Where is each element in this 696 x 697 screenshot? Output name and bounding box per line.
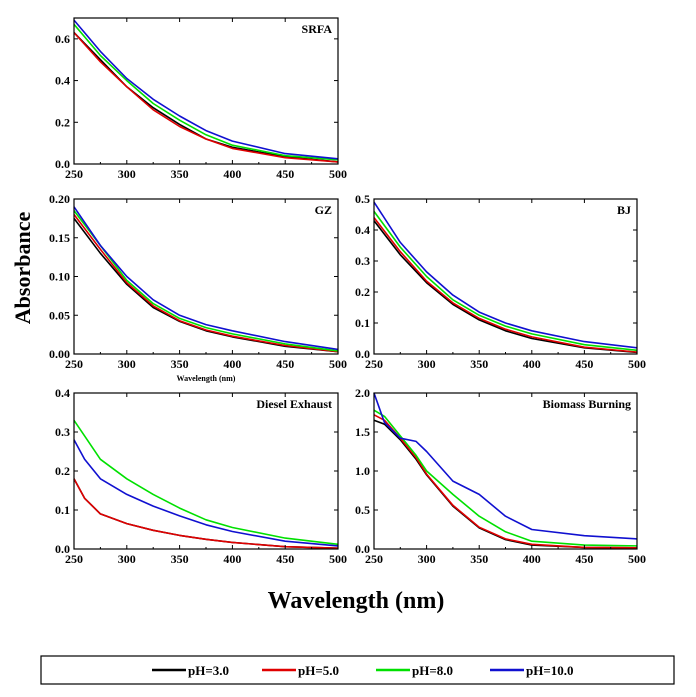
y-tick-label: 0.2 — [55, 115, 70, 129]
y-tick-label: 0.20 — [49, 192, 70, 206]
x-tick-label: 500 — [329, 552, 347, 566]
x-tick-label: 450 — [276, 167, 294, 181]
y-tick-label: 0.2 — [55, 464, 70, 478]
y-tick-label: 0.1 — [355, 316, 370, 330]
x-tick-label: 500 — [628, 552, 646, 566]
series-line-pH-5-0 — [73, 32, 339, 163]
panel-xlabel: Wavelength (nm) — [177, 374, 236, 383]
y-tick-label: 1.0 — [355, 464, 370, 478]
x-tick-label: 400 — [223, 357, 241, 371]
series-line-pH-10-0 — [373, 392, 638, 540]
x-tick-label: 400 — [223, 552, 241, 566]
x-tick-label: 350 — [470, 552, 488, 566]
series-line-pH-8-0 — [73, 210, 339, 352]
series-line-pH-8-0 — [373, 210, 638, 352]
x-tick-label: 450 — [276, 357, 294, 371]
y-tick-label: 0.5 — [355, 192, 370, 206]
x-tick-label: 350 — [470, 357, 488, 371]
x-tick-label: 250 — [365, 357, 383, 371]
y-tick-label: 0.4 — [55, 386, 70, 400]
y-tick-label: 0.0 — [55, 157, 70, 171]
y-tick-label: 0.1 — [55, 503, 70, 517]
x-tick-label: 350 — [171, 552, 189, 566]
y-tick-label: 1.5 — [355, 425, 370, 439]
x-tick-label: 500 — [329, 357, 347, 371]
panel-title: SRFA — [302, 22, 333, 36]
x-tick-label: 500 — [329, 167, 347, 181]
x-tick-label: 300 — [118, 552, 136, 566]
y-tick-label: 0.2 — [355, 285, 370, 299]
legend-label: pH=3.0 — [188, 663, 229, 678]
figure-ylabel: Absorbance — [10, 212, 35, 325]
y-tick-label: 0.5 — [355, 503, 370, 517]
x-tick-label: 500 — [628, 357, 646, 371]
series-line-pH-5-0 — [73, 214, 339, 353]
x-tick-label: 250 — [65, 357, 83, 371]
x-tick-label: 250 — [365, 552, 383, 566]
legend: pH=3.0 pH=5.0 pH=8.0 pH=10.0 — [40, 655, 675, 685]
x-tick-label: 400 — [523, 552, 541, 566]
series-line-pH-8-0 — [73, 23, 339, 161]
y-tick-label: 0.4 — [55, 74, 70, 88]
y-tick-label: 0.05 — [49, 308, 70, 322]
x-tick-label: 350 — [171, 357, 189, 371]
x-tick-label: 400 — [523, 357, 541, 371]
y-tick-label: 0.00 — [49, 347, 70, 361]
series-line-pH-8-0 — [373, 409, 638, 547]
series-line-pH-10-0 — [73, 439, 339, 547]
x-tick-label: 250 — [65, 167, 83, 181]
y-tick-label: 0.3 — [355, 254, 370, 268]
series-line-pH-10-0 — [373, 201, 638, 349]
x-tick-label: 300 — [118, 167, 136, 181]
panel-0: 250 300 350 400 450 500 0.0 0.2 0.4 0.6 SRFA — [55, 17, 347, 181]
x-tick-label: 300 — [418, 552, 436, 566]
legend-label: pH=10.0 — [526, 663, 574, 678]
y-tick-label: 0.6 — [55, 32, 70, 46]
y-tick-label: 0.3 — [55, 425, 70, 439]
legend-box — [40, 655, 675, 685]
panel-1: 250 300 350 400 450 500 0.00 0.05 0.10 0.15 0.20 GZ… — [49, 192, 347, 383]
figure-xlabel: Wavelength (nm) — [268, 588, 445, 614]
x-tick-label: 450 — [276, 552, 294, 566]
series-line-pH-10-0 — [73, 19, 339, 160]
legend-label: pH=5.0 — [298, 663, 339, 678]
x-tick-label: 300 — [418, 357, 436, 371]
panel-2: 250 300 350 400 450 500 0.0 0.1 0.2 0.3 0.4 0.5 BJ — [355, 192, 646, 371]
series-line-pH-5-0 — [373, 217, 638, 353]
y-tick-label: 0.15 — [49, 231, 70, 245]
panel-title: BJ — [617, 203, 631, 217]
series-line-pH-10-0 — [73, 206, 339, 351]
y-tick-label: 0.0 — [55, 542, 70, 556]
x-tick-label: 250 — [65, 552, 83, 566]
y-tick-label: 0.10 — [49, 270, 70, 284]
y-tick-label: 0.4 — [355, 223, 370, 237]
series-line-pH-8-0 — [73, 419, 339, 546]
panel-title: Diesel Exhaust — [256, 397, 332, 411]
panel-title: Biomass Burning — [543, 397, 631, 411]
panel-4: 250 300 350 400 450 500 0.0 0.5 1.0 1.5 2.0 Biomass… — [355, 386, 646, 566]
legend-label: pH=8.0 — [412, 663, 453, 678]
panel-3: 250 300 350 400 450 500 0.0 0.1 0.2 0.3 0.4 Diesel … — [55, 386, 347, 566]
x-tick-label: 400 — [223, 167, 241, 181]
series-line-pH-5-0 — [73, 478, 339, 549]
x-tick-label: 450 — [575, 552, 593, 566]
series-line-pH-3-0 — [373, 220, 638, 354]
panel-title: GZ — [315, 203, 332, 217]
x-tick-label: 350 — [171, 167, 189, 181]
series-line-pH-3-0 — [73, 32, 339, 163]
y-tick-label: 0.0 — [355, 347, 370, 361]
y-tick-label: 2.0 — [355, 386, 370, 400]
x-tick-label: 450 — [575, 357, 593, 371]
y-tick-label: 0.0 — [355, 542, 370, 556]
x-tick-label: 300 — [118, 357, 136, 371]
